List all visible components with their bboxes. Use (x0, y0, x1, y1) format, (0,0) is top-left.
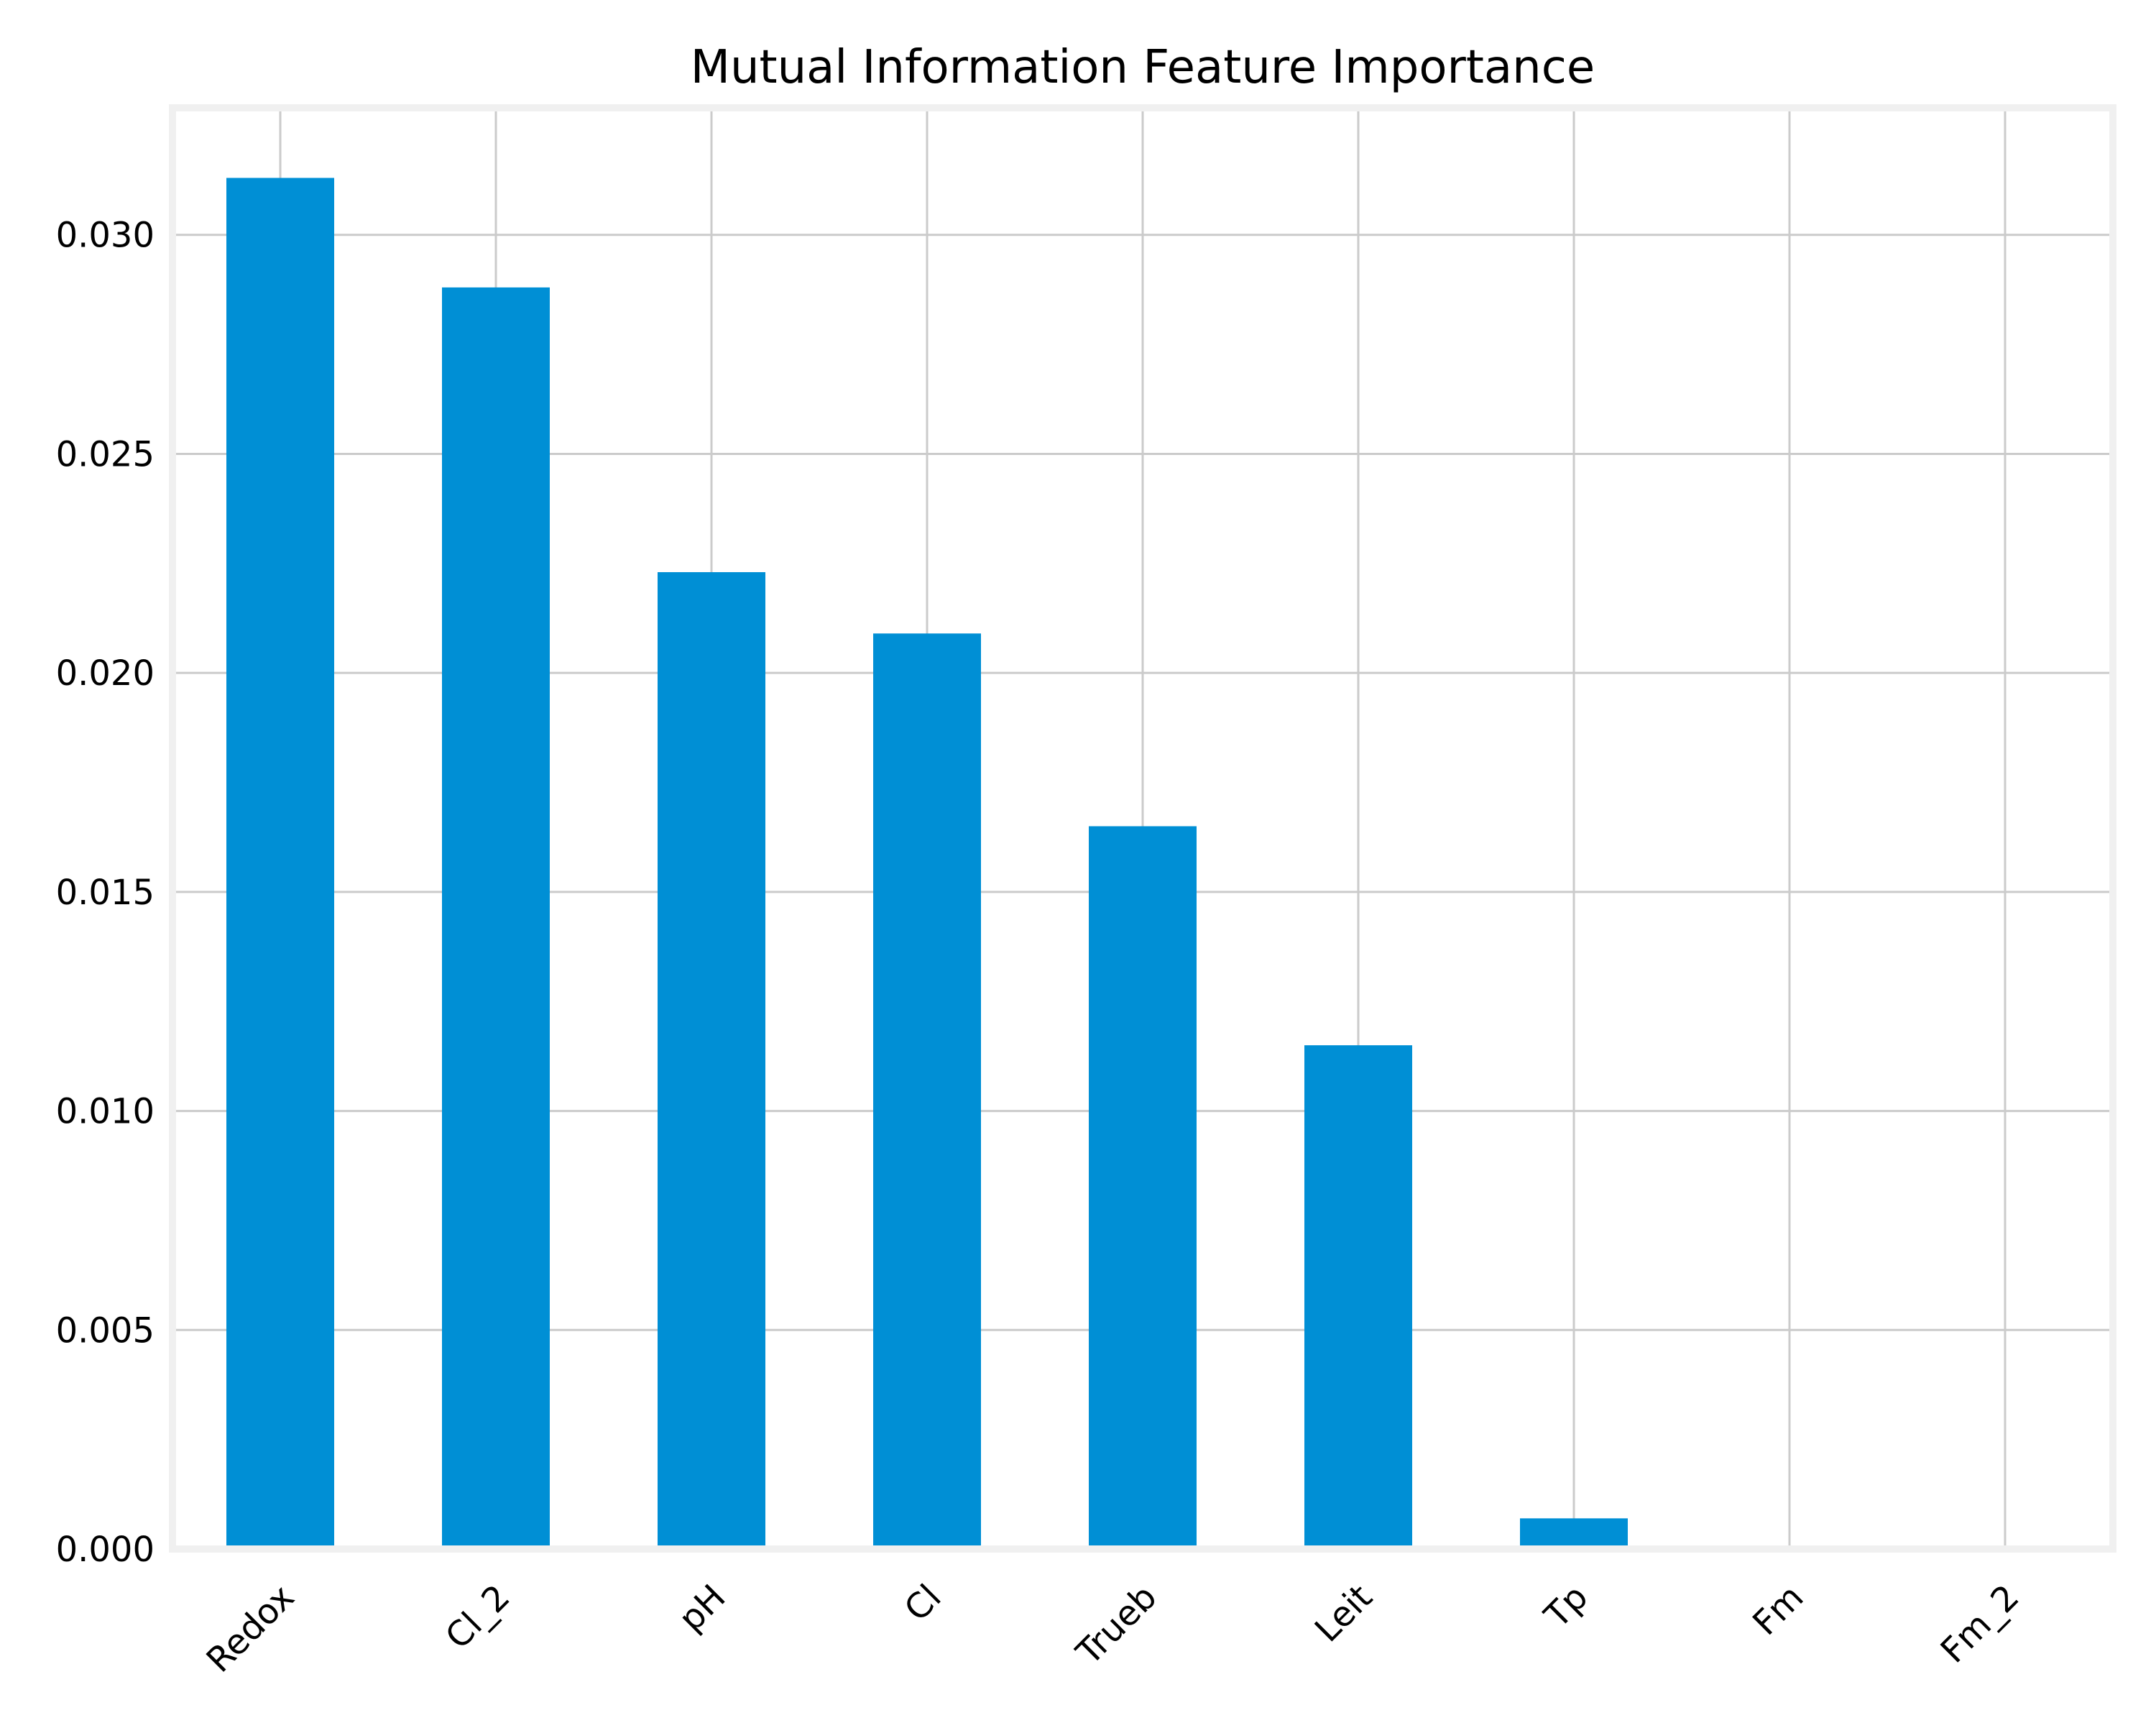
plot-frame (169, 104, 2116, 1553)
bar-trueb (1089, 826, 1197, 1549)
bar-layer (226, 178, 1628, 1550)
y-tick-label: 0.010 (56, 1092, 155, 1132)
bar-redox (226, 178, 334, 1550)
y-tick-labels: 0.000 0.005 0.010 0.015 0.020 0.025 0.030 (56, 216, 155, 1570)
y-tick-label: 0.005 (56, 1310, 155, 1351)
bar-tp (1520, 1518, 1628, 1549)
chart-title: Mutual Information Feature Importance (691, 41, 1595, 94)
y-tick-label: 0.030 (56, 216, 155, 256)
bar-cl (873, 633, 981, 1549)
bar-ph (658, 571, 765, 1550)
bar-leit (1304, 1045, 1412, 1549)
bar-cl-2 (442, 287, 550, 1549)
y-tick-label: 0.025 (56, 434, 155, 474)
y-tick-label: 0.020 (56, 653, 155, 694)
y-tick-label: 0.000 (56, 1530, 155, 1570)
y-tick-label: 0.015 (56, 873, 155, 913)
